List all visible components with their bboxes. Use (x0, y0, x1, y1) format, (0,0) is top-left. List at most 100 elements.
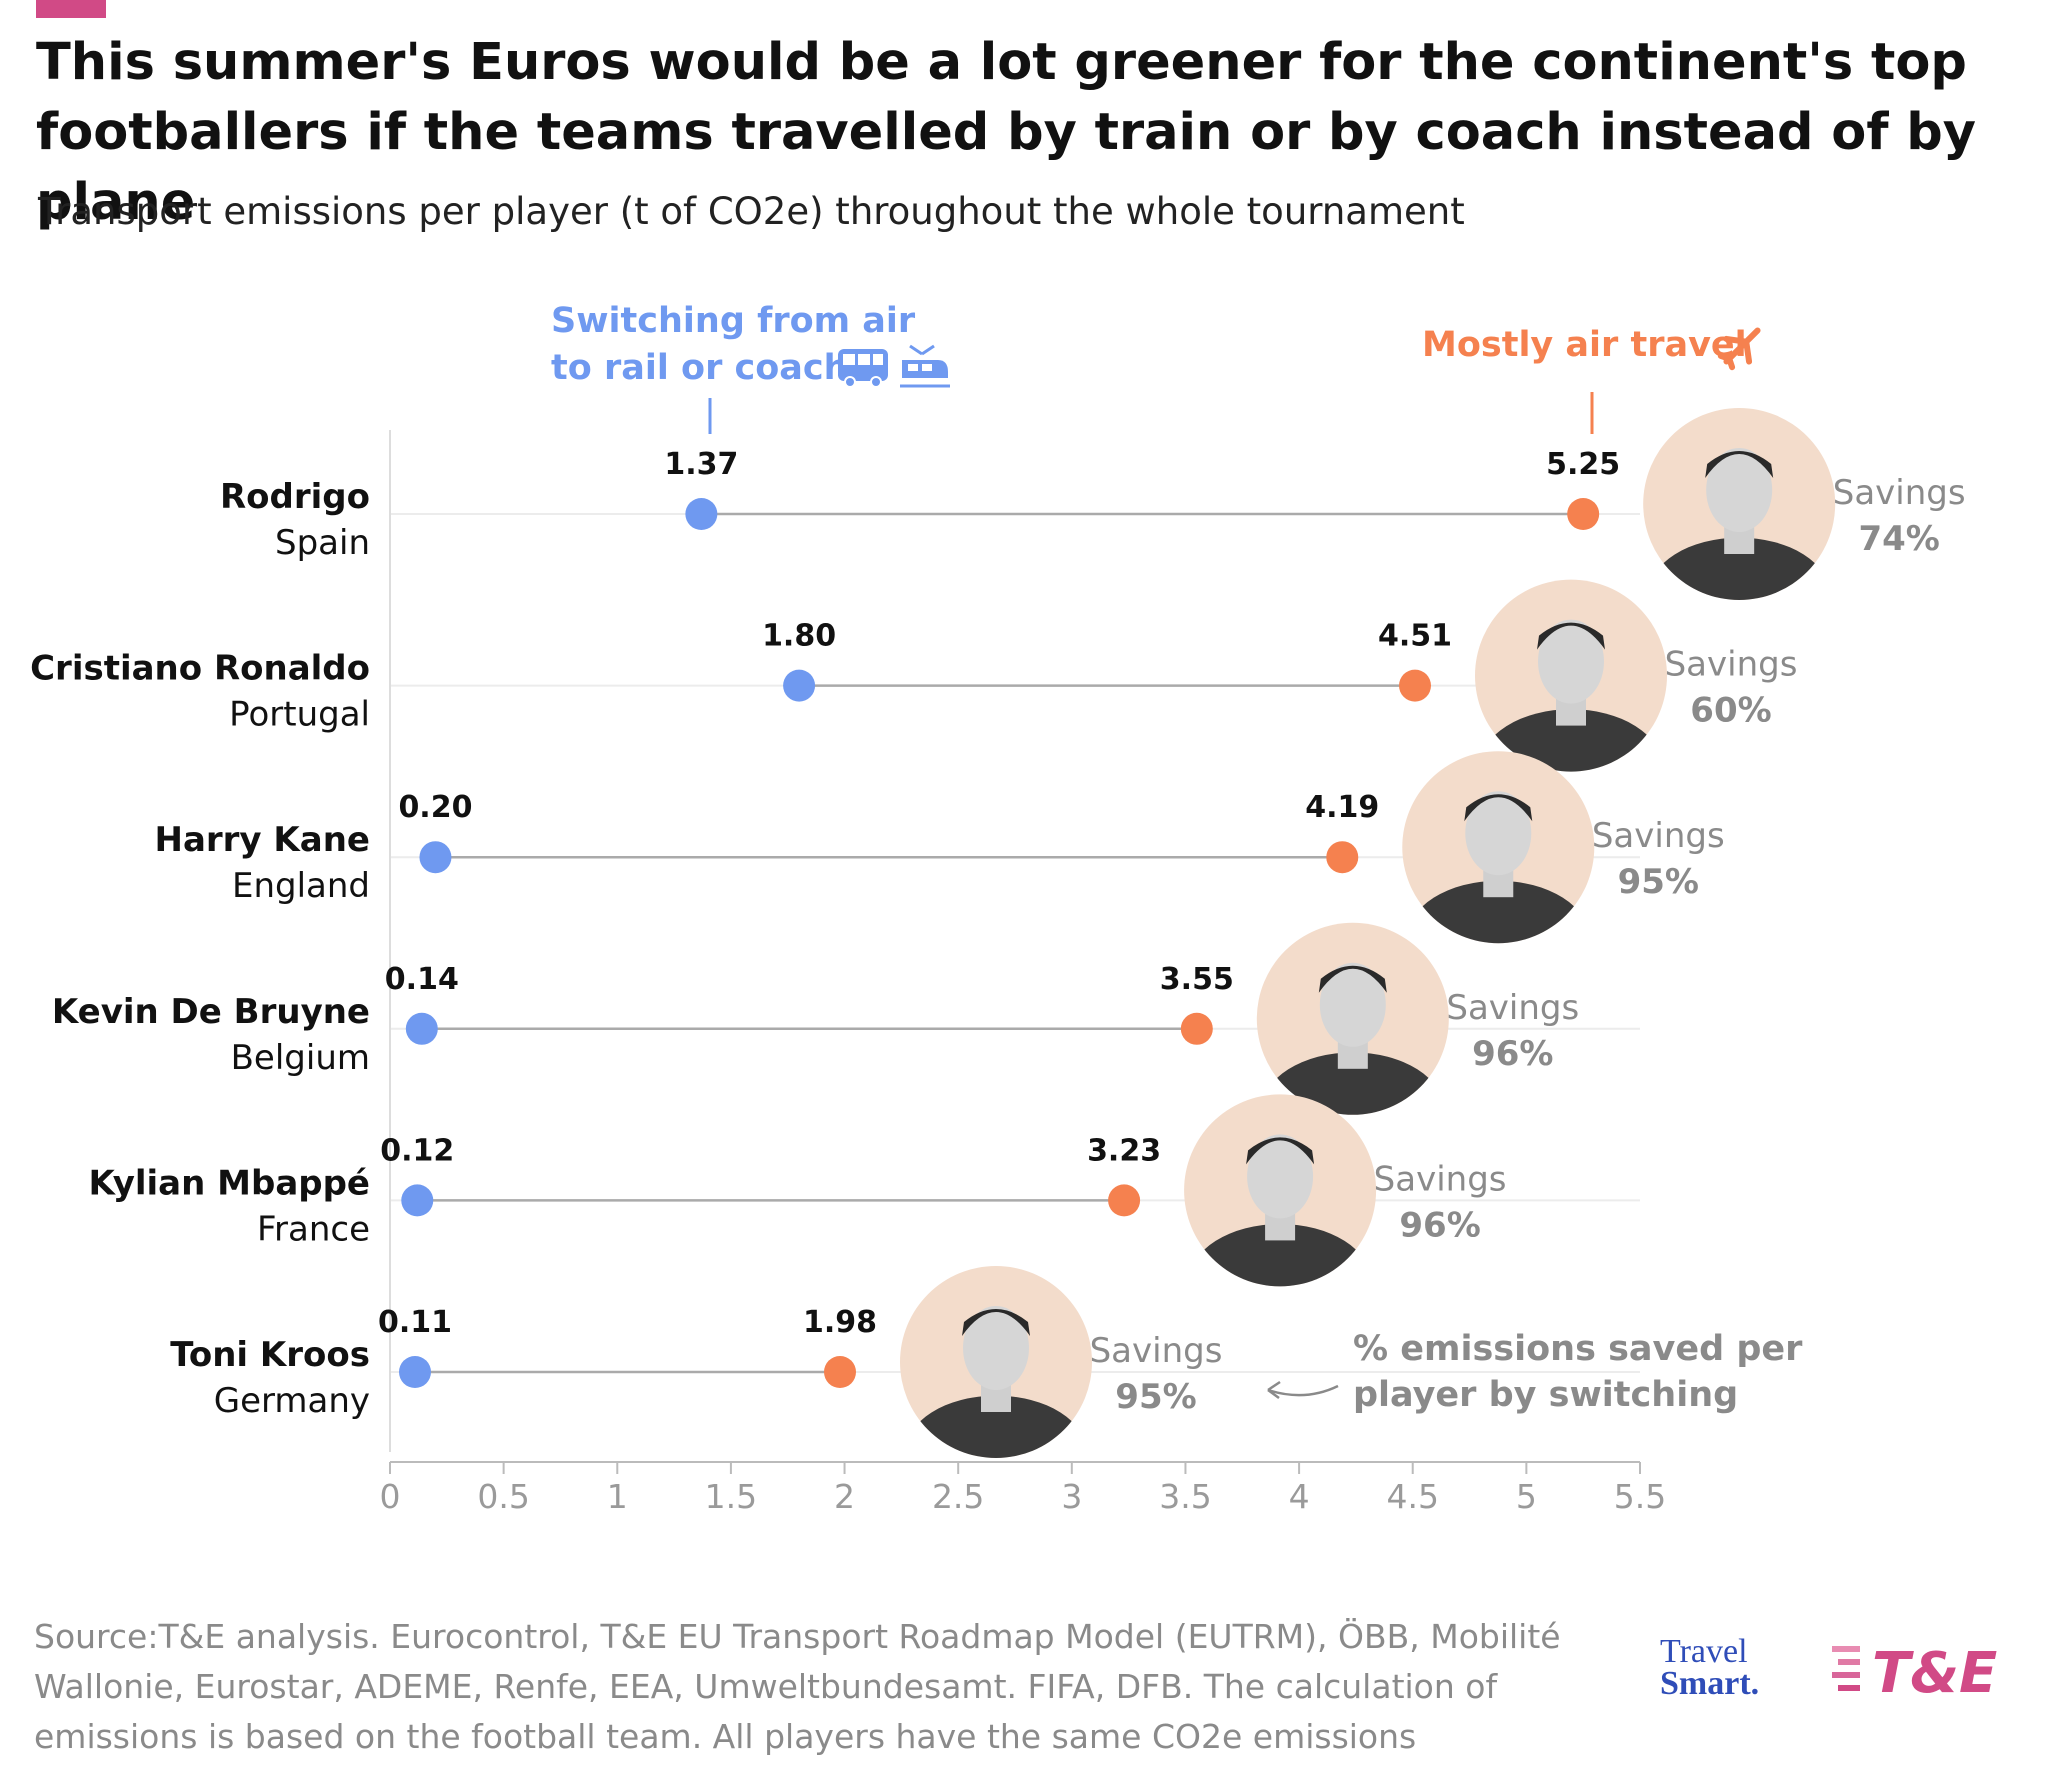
legend-annotations: Switching from air to rail or coach Most… (551, 301, 1803, 1415)
player-name: Harry Kane (155, 820, 371, 860)
x-tick-label: 5.5 (1614, 1477, 1666, 1516)
player-silhouette-icon (1479, 619, 1663, 772)
x-tick-label: 3.5 (1159, 1477, 1211, 1516)
player-name: Cristiano Ronaldo (30, 649, 370, 689)
player-name: Kylian Mbappé (89, 1163, 370, 1203)
player-country: France (257, 1209, 370, 1249)
x-tick-label: 3 (1061, 1477, 1082, 1516)
air-value-label: 5.25 (1546, 447, 1620, 482)
rail-annotation-line2: to rail or coach (551, 348, 849, 388)
air-travel-point (824, 1356, 856, 1388)
x-tick-label: 0.5 (477, 1477, 529, 1516)
air-value-label: 3.55 (1160, 962, 1234, 997)
player-row: Rodrigo Spain 1.37 5.25 Savings 74% (220, 408, 1966, 600)
dumbbell-chart: 0 0.5 1 1.5 2 2.5 3 3.5 4 4.5 5 5.5 Rodrigo Spain 1.3… (30, 301, 1966, 1516)
player-photo (1402, 751, 1595, 944)
rail-value-label: 1.37 (664, 447, 738, 482)
rail-value-label: 0.11 (378, 1305, 452, 1340)
player-photo (1256, 922, 1449, 1115)
player-name: Rodrigo (220, 477, 370, 517)
player-photo (900, 1266, 1092, 1458)
air-travel-point (1108, 1184, 1141, 1217)
player-rows: Rodrigo Spain 1.37 5.25 Savings 74% Cristiano … (30, 408, 1966, 1458)
chart-subtitle: Transport emissions per player (t of CO2… (38, 190, 1465, 233)
rail-coach-point (783, 669, 816, 702)
player-row: Kylian Mbappé France 0.12 3.23 Savings 96% (89, 1094, 1507, 1287)
savings-value: 95% (1618, 862, 1699, 902)
player-country: England (232, 866, 370, 906)
rail-annotation-line1: Switching from air (551, 301, 916, 341)
player-photo (1184, 1094, 1377, 1287)
savings-value: 95% (1115, 1377, 1196, 1417)
te-logo-text: T&E (1872, 1641, 1997, 1702)
savings-annotation-line2: player by switching (1353, 1375, 1738, 1415)
train-icon (900, 344, 950, 388)
savings-label: Savings (1592, 816, 1725, 856)
rail-coach-point (399, 1356, 431, 1388)
rail-coach-point (419, 841, 452, 874)
savings-value: 74% (1858, 519, 1939, 559)
air-travel-point (1399, 669, 1431, 702)
travel-smart-logo-line1: Travel (1660, 1633, 1748, 1670)
air-travel-point (1180, 1012, 1213, 1045)
player-silhouette-icon (1261, 962, 1445, 1115)
player-country: Portugal (229, 695, 370, 735)
savings-value: 96% (1399, 1205, 1480, 1245)
player-silhouette-icon (1647, 448, 1831, 600)
savings-label: Savings (1446, 988, 1579, 1028)
air-travel-point (1326, 841, 1359, 874)
savings-label: Savings (1374, 1159, 1507, 1199)
air-value-label: 4.19 (1305, 790, 1379, 825)
air-travel-point (1567, 498, 1600, 530)
air-annotation: Mostly air travel (1422, 325, 1747, 365)
player-photo (1475, 579, 1667, 772)
player-row: Harry Kane England 0.20 4.19 Savings 95% (155, 751, 1725, 944)
x-tick-label: 2.5 (932, 1477, 984, 1516)
player-silhouette-icon (1188, 1134, 1372, 1287)
player-name: Toni Kroos (170, 1335, 370, 1375)
player-silhouette-icon (904, 1306, 1088, 1458)
air-value-label: 1.98 (803, 1305, 877, 1340)
player-name: Kevin De Bruyne (52, 992, 370, 1032)
x-tick-label: 2 (834, 1477, 855, 1516)
player-row: Toni Kroos Germany 0.11 1.98 Savings 95% (170, 1266, 1223, 1458)
rail-coach-point (401, 1184, 434, 1217)
savings-annotation-line1: % emissions saved per (1353, 1329, 1803, 1369)
savings-value: 60% (1690, 691, 1771, 731)
savings-annotation-arrow (1267, 1384, 1339, 1397)
airplane-icon (1717, 327, 1761, 371)
air-value-label: 4.51 (1378, 619, 1452, 654)
x-tick-label: 4.5 (1386, 1477, 1438, 1516)
x-tick-label: 5 (1516, 1477, 1537, 1516)
accent-bar (36, 0, 106, 18)
savings-label: Savings (1665, 645, 1798, 685)
savings-label: Savings (1090, 1331, 1223, 1371)
player-country: Germany (214, 1381, 370, 1421)
x-axis: 0 0.5 1 1.5 2 2.5 3 3.5 4 4.5 5 5.5 (380, 430, 1666, 1516)
te-logo: T&E (1832, 1641, 1997, 1702)
x-tick-label: 4 (1289, 1477, 1310, 1516)
player-silhouette-icon (1407, 791, 1590, 944)
travel-smart-logo: Travel Smart. (1660, 1633, 1800, 1702)
bus-icon (838, 349, 888, 388)
rail-coach-point (685, 498, 718, 530)
rail-value-label: 0.12 (380, 1133, 454, 1168)
savings-value: 96% (1472, 1034, 1553, 1074)
rail-coach-point (405, 1012, 438, 1045)
player-country: Belgium (231, 1038, 370, 1078)
chart-title: This summer's Euros would be a lot green… (36, 33, 1977, 232)
player-row: Kevin De Bruyne Belgium 0.14 3.55 Savings 96% (52, 922, 1579, 1115)
x-tick-label: 0 (380, 1477, 401, 1516)
player-row: Cristiano Ronaldo Portugal 1.80 4.51 Savings… (30, 579, 1798, 772)
travel-smart-logo-line2: Smart. (1660, 1665, 1760, 1702)
savings-label: Savings (1833, 473, 1966, 513)
player-photo (1643, 408, 1836, 600)
rail-value-label: 1.80 (762, 619, 836, 654)
x-tick-label: 1 (607, 1477, 628, 1516)
te-logo-stripes-icon (1832, 1646, 1860, 1691)
source-note: Source:T&E analysis. Eurocontrol, T&E EU… (34, 1617, 1561, 1756)
rail-value-label: 0.14 (385, 962, 459, 997)
savings-arrowhead-icon (1267, 1380, 1281, 1400)
player-country: Spain (275, 523, 370, 563)
x-tick-label: 1.5 (705, 1477, 757, 1516)
